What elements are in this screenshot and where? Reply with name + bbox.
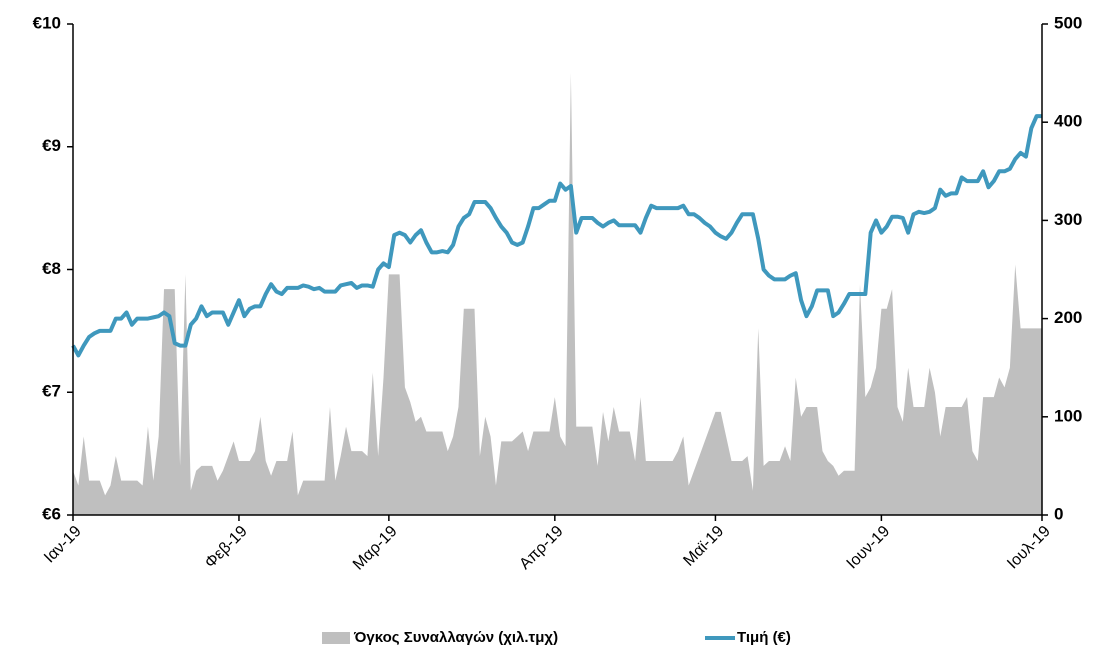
y-tick-label: €10 [33,13,61,32]
x-tick-label: Φεβ-19 [202,523,251,572]
volume-area [73,73,1042,515]
x-tick-label: Μαϊ-19 [680,523,727,570]
x-tick-label: Απρ-19 [516,523,566,573]
y2-tick-label: 200 [1054,308,1082,327]
y-tick-label: €8 [42,259,61,278]
legend-swatch [322,632,350,644]
x-tick-label: Ιαν-19 [41,523,85,567]
y2-tick-label: 400 [1054,112,1082,131]
y2-tick-label: 500 [1054,13,1082,32]
y-tick-label: €7 [42,382,61,401]
y2-tick-label: 100 [1054,406,1082,425]
y-tick-label: €6 [42,504,61,523]
y2-tick-label: 300 [1054,210,1082,229]
x-tick-label: Μαρ-19 [350,523,401,574]
legend-label: Όγκος Συναλλαγών (χιλ.τμχ) [353,629,558,646]
legend-label: Τιμή (€) [737,629,791,646]
y2-tick-label: 0 [1054,504,1063,523]
price-line [71,114,1042,358]
x-tick-label: Ιουν-19 [844,523,894,573]
x-tick-label: Ιουλ-19 [1004,523,1054,573]
y-tick-label: €9 [42,136,61,155]
